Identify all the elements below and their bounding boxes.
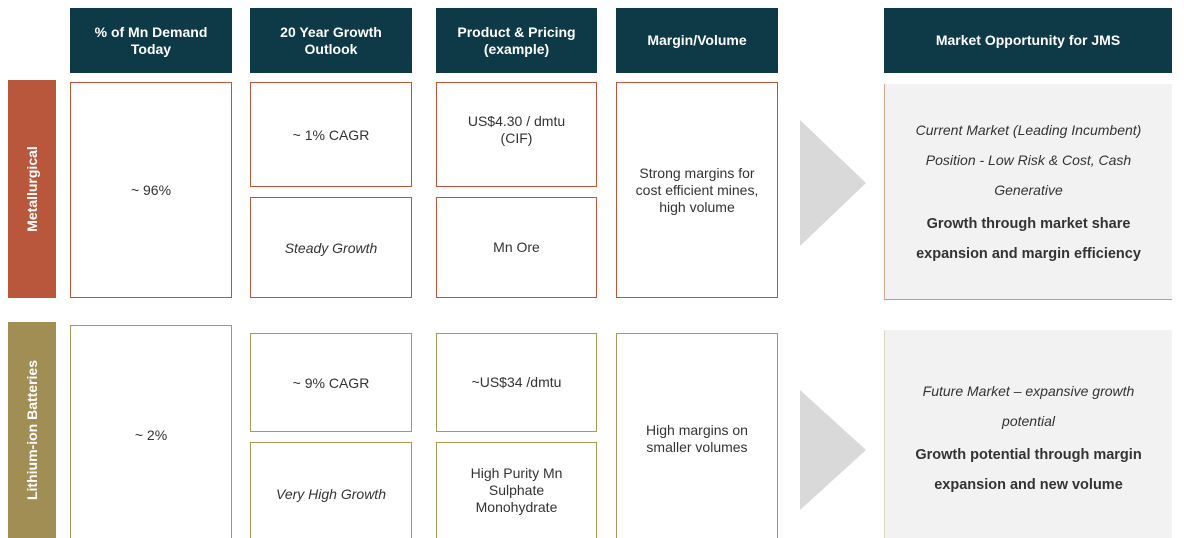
growth-cell: ~ 9% CAGR xyxy=(250,333,412,432)
product-text: High Purity Mn Sulphate Monohydrate xyxy=(470,465,563,515)
header-cell: Market Opportunity for JMS xyxy=(884,8,1172,73)
share-cell: ~ 96% xyxy=(70,82,232,298)
product-cell: Mn Ore xyxy=(436,197,597,298)
row-label-text: Metallurgical xyxy=(24,146,40,232)
margin-cell: Strong margins for cost efficient mines,… xyxy=(616,82,778,298)
margin-text: Strong margins for cost efficient mines,… xyxy=(635,164,759,215)
opportunity-cell: Current Market (Leading Incumbent) Posit… xyxy=(884,84,1172,300)
arrow xyxy=(800,120,866,246)
row-label: Lithium-ion Batteries xyxy=(8,322,56,538)
product-text: Mn Ore xyxy=(493,239,540,255)
price-cell: US$4.30 / dmtu (CIF) xyxy=(436,82,597,187)
share-cell: ~ 2% xyxy=(70,325,232,538)
opportunity-bold: Growth through market share expansion an… xyxy=(916,215,1141,262)
price-text: ~US$34 /dmtu xyxy=(471,374,562,390)
header-cell: Margin/Volume xyxy=(616,8,778,73)
opportunity-text: Future Market – expansive growth potenti… xyxy=(922,382,1135,429)
growth-cell: ~ 1% CAGR xyxy=(250,82,412,187)
growth-note-cell: Very High Growth xyxy=(250,442,412,538)
row-label: Metallurgical xyxy=(8,80,56,298)
arrow xyxy=(800,390,866,510)
price-text: US$4.30 / dmtu (CIF) xyxy=(467,113,566,146)
opportunity-bold: Growth potential through margin expansio… xyxy=(915,446,1142,493)
product-cell: High Purity Mn Sulphate Monohydrate xyxy=(436,442,597,538)
margin-text: High margins on smaller volumes xyxy=(646,422,748,455)
header-cell: % of Mn Demand Today xyxy=(70,8,232,73)
margin-cell: High margins on smaller volumes xyxy=(616,333,778,538)
opportunity-cell: Future Market – expansive growth potenti… xyxy=(884,330,1172,538)
header-cell: 20 Year Growth Outlook xyxy=(250,8,412,73)
header-cell: Product & Pricing (example) xyxy=(436,8,597,73)
growth-note-cell: Steady Growth xyxy=(250,197,412,298)
row-label-text: Lithium-ion Batteries xyxy=(24,359,41,501)
price-cell: ~US$34 /dmtu xyxy=(436,333,597,432)
opportunity-text: Current Market (Leading Incumbent) Posit… xyxy=(915,121,1142,198)
